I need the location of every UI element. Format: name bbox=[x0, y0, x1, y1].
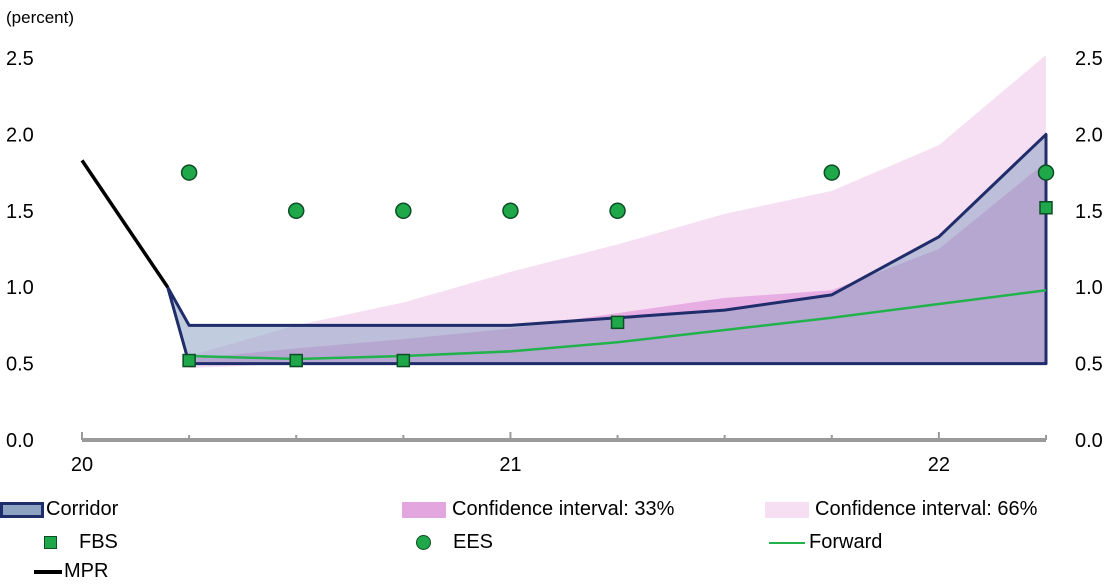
markers-layer bbox=[180, 164, 1055, 368]
y-left-tick-label: 2.0 bbox=[6, 124, 34, 146]
x-axis-labels: 20 21 22 bbox=[71, 454, 950, 476]
fbs-point bbox=[396, 353, 411, 368]
y-right-tick-label: 0.0 bbox=[1075, 430, 1103, 452]
ees-point bbox=[609, 202, 626, 220]
ees-point bbox=[395, 202, 412, 220]
corridor-band bbox=[166, 132, 1048, 366]
y-left-tick-label: 1.5 bbox=[6, 201, 34, 223]
y-right-tick-label: 2.0 bbox=[1075, 124, 1103, 146]
fbs-point bbox=[182, 353, 196, 368]
corridor-band-layer bbox=[166, 132, 1048, 366]
fbs-point bbox=[1039, 200, 1053, 215]
ci66-band-layer bbox=[189, 54, 1047, 369]
x-tick-label: 22 bbox=[928, 454, 950, 476]
y-right-tick-label: 2.5 bbox=[1075, 48, 1103, 70]
y-left-tick-label: 0.5 bbox=[6, 354, 34, 376]
y-axis-right: 0.0 0.5 1.0 1.5 2.0 2.5 bbox=[1075, 48, 1103, 452]
y-right-tick-label: 1.0 bbox=[1075, 277, 1103, 299]
ees-point bbox=[502, 202, 519, 220]
y-left-tick-label: 0.0 bbox=[6, 430, 34, 452]
y-right-tick-label: 0.5 bbox=[1075, 354, 1103, 376]
ees-point bbox=[823, 164, 841, 181]
y-left-tick-label: 2.5 bbox=[6, 48, 34, 70]
unit-label: (percent) bbox=[6, 8, 75, 27]
mpr-line-layer bbox=[80, 159, 170, 289]
y-right-tick-label: 1.5 bbox=[1075, 201, 1103, 223]
forward-line-layer bbox=[189, 289, 1047, 361]
y-axis-left: 0.0 0.5 1.0 1.5 2.0 2.5 bbox=[6, 48, 34, 452]
x-tick-label: 21 bbox=[499, 454, 521, 476]
ees-point bbox=[180, 164, 198, 181]
ees-point bbox=[287, 202, 305, 220]
forward-line bbox=[189, 289, 1047, 361]
fbs-point bbox=[610, 315, 625, 330]
mpr-line bbox=[80, 159, 170, 289]
x-axis bbox=[81, 432, 1047, 442]
x-tick-label: 20 bbox=[71, 454, 93, 476]
y-left-tick-label: 1.0 bbox=[6, 277, 34, 299]
fbs-point bbox=[289, 353, 303, 368]
ci66-band bbox=[189, 54, 1047, 369]
ees-point bbox=[1037, 164, 1055, 181]
